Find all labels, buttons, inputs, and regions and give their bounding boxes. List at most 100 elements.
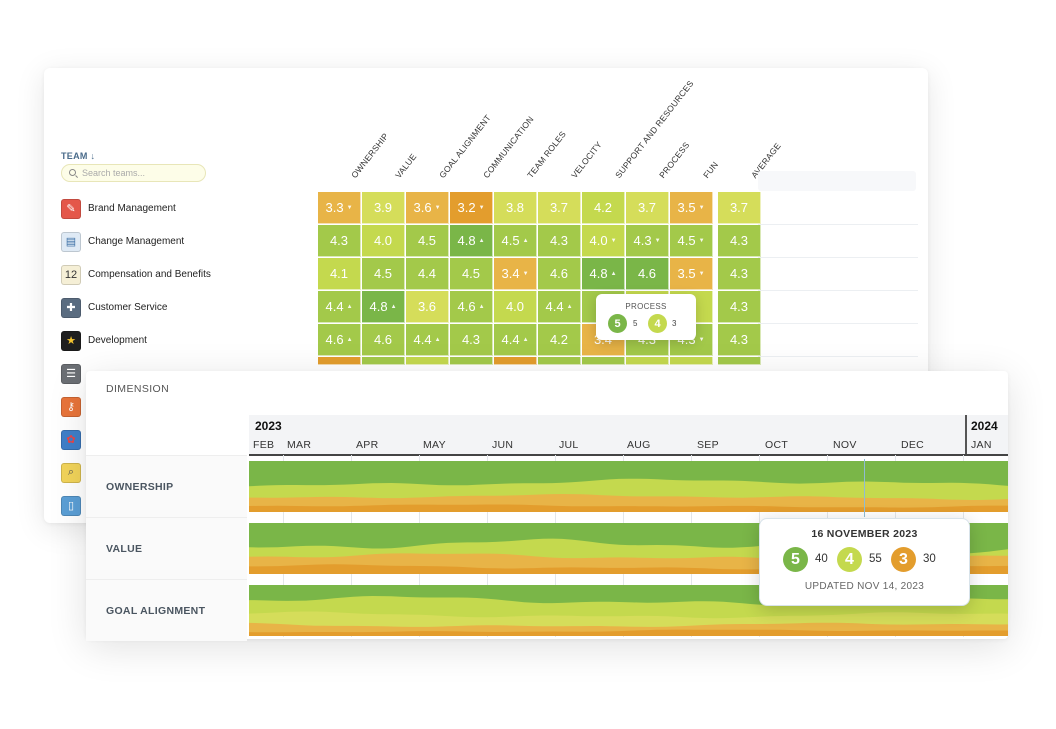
score-5-count: 40 — [815, 553, 828, 565]
score-cell[interactable]: 4.5 — [362, 258, 405, 290]
score-cell[interactable]: 3.5 ▼ — [670, 192, 713, 224]
score-cell[interactable]: 4.3 — [718, 291, 761, 323]
column-header[interactable]: PROCESS — [657, 139, 692, 180]
score-cell[interactable]: 4.3 — [450, 324, 493, 356]
column-header[interactable]: VALUE — [393, 151, 419, 180]
goal-alignment-stream[interactable] — [249, 585, 1008, 636]
column-header[interactable]: FUN — [701, 159, 721, 180]
score-4-badge: 4 — [648, 314, 667, 333]
score-cell[interactable]: 4.0 — [362, 225, 405, 257]
column-header[interactable]: TEAM ROLES — [525, 129, 568, 180]
score-value: 3.7 — [637, 200, 657, 215]
team-row[interactable]: ✎ Brand Management — [61, 192, 176, 225]
score-cell[interactable] — [626, 357, 669, 365]
score-cell[interactable]: 4.5 ▼ — [670, 225, 713, 257]
score-value: 4.3 — [729, 266, 749, 281]
score-cell[interactable]: 4.8 ▲ — [362, 291, 405, 323]
score-cell[interactable]: 3.6 — [406, 291, 449, 323]
trend-down-icon: ▼ — [654, 237, 661, 244]
score-value: 3.2 — [457, 200, 476, 215]
list-icon: ☰ — [61, 363, 81, 384]
score-cell[interactable]: 4.6 — [538, 258, 581, 290]
team-row[interactable]: ⌕ — [61, 456, 88, 489]
score-cell[interactable]: 4.4 ▲ — [494, 324, 537, 356]
team-row[interactable]: ⚷ — [61, 390, 88, 423]
score-cell[interactable]: 3.8 — [494, 192, 537, 224]
score-cell[interactable] — [450, 357, 493, 365]
score-cell[interactable] — [494, 357, 537, 365]
score-cell[interactable]: 4.1 — [318, 258, 361, 290]
ownership-stream[interactable] — [249, 461, 1008, 512]
column-header[interactable]: OWNERSHIP — [349, 131, 391, 180]
column-header[interactable]: VELOCITY — [569, 139, 604, 180]
puzzle-icon: ✚ — [61, 297, 81, 318]
score-cell[interactable]: 4.3 — [538, 225, 581, 257]
score-cell[interactable] — [538, 357, 581, 365]
team-row[interactable]: ▯ — [61, 489, 88, 522]
score-cell[interactable]: 3.3 ▼ — [318, 192, 361, 224]
team-row[interactable]: ▤ Change Management — [61, 225, 184, 258]
column-header[interactable]: SUPPORT AND RESOURCES — [613, 78, 696, 180]
score-cell[interactable]: 3.9 — [362, 192, 405, 224]
trend-up-icon: ▲ — [346, 336, 353, 343]
score-cell[interactable]: 3.2 ▼ — [450, 192, 493, 224]
score-cell[interactable]: 4.6 ▲ — [450, 291, 493, 323]
score-cell[interactable]: 3.6 ▼ — [406, 192, 449, 224]
month-label: JUL — [559, 439, 579, 451]
score-cell[interactable]: 4.8 ▲ — [582, 258, 625, 290]
team-column-header[interactable]: TEAM ↓ — [61, 151, 95, 161]
row-ownership[interactable]: OWNERSHIP — [86, 455, 247, 517]
score-cell[interactable]: 4.4 ▲ — [406, 324, 449, 356]
score-cell[interactable]: 4.4 ▲ — [318, 291, 361, 323]
score-value: 4.6 — [637, 266, 657, 281]
score-cell[interactable]: 4.6 ▲ — [318, 324, 361, 356]
score-value: 3.5 — [677, 266, 696, 281]
score-cell[interactable]: 3.7 — [538, 192, 581, 224]
score-cell[interactable]: 4.3 — [718, 258, 761, 290]
search-teams-input[interactable]: Search teams... — [61, 164, 206, 182]
score-cell[interactable]: 4.4 ▲ — [538, 291, 581, 323]
score-cell[interactable]: 4.0 — [494, 291, 537, 323]
score-cell[interactable]: 4.4 — [406, 258, 449, 290]
header-divider — [249, 454, 1008, 456]
row-value[interactable]: VALUE — [86, 517, 247, 579]
score-cell[interactable]: 4.5 — [450, 258, 493, 290]
score-value: 4.1 — [329, 266, 349, 281]
score-cell[interactable]: 4.0 ▼ — [582, 225, 625, 257]
team-row[interactable]: ★ Development — [61, 324, 147, 357]
score-cell[interactable]: 4.5 — [406, 225, 449, 257]
score-cell[interactable]: 4.6 — [626, 258, 669, 290]
flower-icon: ✿ — [61, 429, 81, 450]
score-cell[interactable]: 3.7 — [626, 192, 669, 224]
score-cell[interactable]: 4.5 ▲ — [494, 225, 537, 257]
score-cell[interactable]: 4.3 — [718, 324, 761, 356]
team-row[interactable]: ✚ Customer Service — [61, 291, 167, 324]
score-cell[interactable]: 4.3 — [718, 225, 761, 257]
trend-down-icon: ▼ — [434, 204, 441, 211]
score-cell[interactable] — [670, 357, 713, 365]
row-goal-alignment[interactable]: GOAL ALIGNMENT — [86, 579, 247, 641]
score-cell[interactable] — [362, 357, 405, 365]
score-cell[interactable]: 3.7 — [718, 192, 761, 224]
score-cell[interactable]: 4.2 — [538, 324, 581, 356]
score-cell[interactable]: 4.6 — [362, 324, 405, 356]
score-cell[interactable] — [318, 357, 361, 365]
score-cell[interactable]: 4.2 — [582, 192, 625, 224]
score-cell[interactable]: 4.8 ▲ — [450, 225, 493, 257]
score-cell[interactable] — [718, 357, 761, 365]
score-cell[interactable]: 4.3 — [318, 225, 361, 257]
row-divider — [758, 356, 918, 357]
team-row[interactable]: 12 Compensation and Benefits — [61, 258, 211, 291]
score-cell[interactable]: 3.4 ▼ — [494, 258, 537, 290]
team-row[interactable]: ☰ — [61, 357, 88, 390]
score-value: 4.5 — [677, 233, 696, 248]
score-cell[interactable] — [582, 357, 625, 365]
score-5-count: 5 — [633, 319, 638, 328]
team-row[interactable]: ✿ — [61, 423, 88, 456]
score-cell[interactable]: 4.3▼ — [626, 225, 669, 257]
score-cell[interactable]: 3.5 ▼ — [670, 258, 713, 290]
score-cell[interactable] — [406, 357, 449, 365]
score-2-area — [249, 629, 1008, 636]
score-value: 4.6 — [373, 332, 393, 347]
search-placeholder: Search teams... — [82, 168, 146, 178]
